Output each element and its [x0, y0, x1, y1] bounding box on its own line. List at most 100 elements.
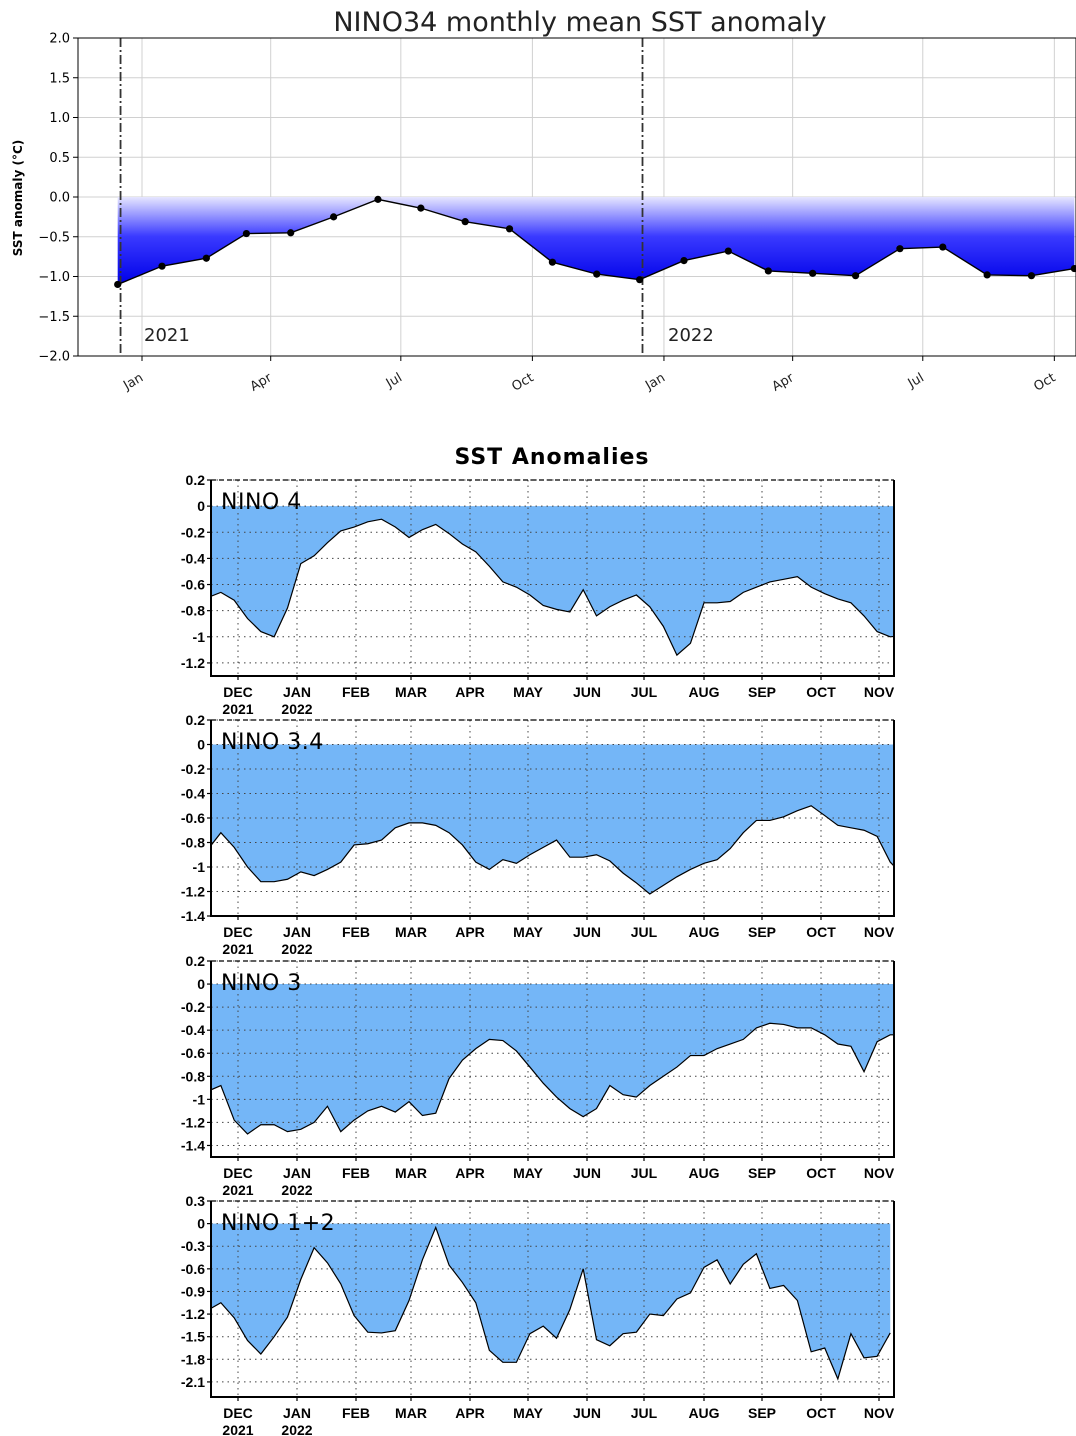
- panel-month-label: SEP: [748, 924, 776, 940]
- panel-month-label: OCT: [806, 1405, 836, 1421]
- top-chart-anomaly-fill: [117, 197, 1075, 285]
- panel-month-label: DEC: [223, 1405, 253, 1421]
- panel-year-label: 2022: [281, 1422, 312, 1436]
- panel-title: NINO 4: [221, 490, 302, 515]
- top-series-point: [374, 195, 382, 203]
- panel-month-label: MAY: [513, 924, 543, 940]
- top-series-point: [636, 276, 644, 284]
- panel-ytick-label: -1.5: [181, 1329, 205, 1345]
- panel-ytick-label: -1.2: [181, 1306, 205, 1322]
- panel-month-label: FEB: [342, 924, 370, 940]
- top-ytick-label: 1.0: [49, 111, 70, 126]
- top-xtick-label: Jan: [642, 370, 668, 394]
- panel-month-label: JUN: [573, 1165, 601, 1181]
- top-xtick-label: Apr: [248, 370, 276, 395]
- panel-year-label: 2021: [222, 1422, 253, 1436]
- panel-ytick-label: -0.6: [181, 810, 205, 826]
- panel-month-label: APR: [455, 924, 485, 940]
- panel-ytick-label: -0.8: [181, 1068, 205, 1084]
- panel-month-label: DEC: [223, 924, 253, 940]
- panel-frame: [210, 961, 895, 1158]
- panel-year-label: 2022: [281, 1182, 312, 1198]
- panel-ytick-label: 0.2: [186, 712, 206, 728]
- panel-month-label: JUN: [573, 924, 601, 940]
- panel-series-line: [211, 1225, 891, 1381]
- top-series-point: [1027, 272, 1036, 280]
- panel-ytick-label: 0.2: [186, 953, 206, 969]
- top-ytick-label: 2.0: [49, 32, 70, 47]
- panel-series-line: [211, 518, 894, 657]
- panel-month-label: MAR: [395, 684, 427, 700]
- top-series-point: [202, 254, 210, 262]
- panel-anomaly-fill: [211, 744, 894, 894]
- panel-title: NINO 1+2: [221, 1211, 335, 1236]
- top-xtick-label: Jul: [905, 370, 927, 391]
- panel-month-label: JAN: [283, 924, 311, 940]
- top-series-point: [593, 270, 601, 278]
- panel-month-label: MAR: [395, 1165, 427, 1181]
- panel-month-label: JUL: [631, 1405, 658, 1421]
- panel-month-label: NOV: [864, 1405, 895, 1421]
- panel-ytick-label: -2.1: [181, 1374, 205, 1390]
- panel-month-label: MAR: [395, 1405, 427, 1421]
- panel-ytick-label: -0.2: [181, 761, 205, 777]
- panel-ytick-label: -1.4: [181, 1137, 205, 1153]
- top-series-point: [548, 258, 557, 266]
- panel-month-label: MAY: [513, 1165, 543, 1181]
- panel-month-label: OCT: [806, 924, 836, 940]
- top-series-point: [1070, 264, 1076, 273]
- panel-series-line: [211, 805, 894, 895]
- panel-month-label: JUN: [573, 1405, 601, 1421]
- panel-month-label: SEP: [748, 1405, 776, 1421]
- panel-month-label: NOV: [864, 924, 895, 940]
- panel-month-label: JUN: [573, 684, 601, 700]
- panel-month-label: AUG: [688, 924, 719, 940]
- top-series-point: [983, 271, 991, 279]
- top-series-point: [724, 247, 732, 255]
- panel-ytick-label: -0.4: [181, 550, 205, 566]
- panel-month-label: NOV: [864, 684, 895, 700]
- panel-ytick-label: 0.2: [186, 472, 206, 488]
- top-series-point: [896, 245, 904, 253]
- panel-ytick-label: -1.2: [181, 655, 205, 671]
- panel-ytick-label: -1.4: [181, 908, 205, 924]
- panel-ytick-label: -0.2: [181, 524, 205, 540]
- panel-year-label: 2021: [222, 941, 253, 957]
- top-series-point: [158, 262, 166, 270]
- panel-nino-4: 0.2 0 -0.2 -0.4 -0.6 -0.8 -1 -1.2 DEC JAN FEB MAR AP…: [181, 472, 895, 717]
- top-xtick-label: Oct: [1031, 370, 1058, 394]
- panel-month-label: AUG: [688, 1165, 719, 1181]
- panel-month-label: OCT: [806, 1165, 836, 1181]
- panel-nino-3: 0.2 0 -0.2 -0.4 -0.6 -0.8 -1 -1.2 -1.4 DEC JAN FEB M…: [181, 953, 895, 1198]
- panel-ytick-label: -0.6: [181, 577, 205, 593]
- panel-month-label: NOV: [864, 1165, 895, 1181]
- panel-month-label: MAR: [395, 924, 427, 940]
- panel-ytick-label: -0.2: [181, 999, 205, 1015]
- top-chart-series: [114, 195, 1076, 289]
- panel-month-label: MAY: [513, 1405, 543, 1421]
- panel-ytick-label: 0.3: [186, 1193, 206, 1209]
- panel-month-label: JAN: [283, 684, 311, 700]
- top-ytick-label: −2.0: [38, 350, 70, 365]
- top-series-point: [680, 257, 688, 265]
- panel-month-label: AUG: [688, 1405, 719, 1421]
- panel-ytick-label: -0.4: [181, 1022, 205, 1038]
- top-ytick-label: 1.5: [49, 71, 70, 86]
- panel-ytick-label: -1.2: [181, 1114, 205, 1130]
- top-chart-title: NINO34 monthly mean SST anomaly: [333, 7, 826, 38]
- panel-ytick-label: -0.6: [181, 1045, 205, 1061]
- panel-month-label: MAY: [513, 684, 543, 700]
- year-label-2022: 2022: [668, 325, 714, 346]
- top-series-point: [851, 272, 860, 280]
- panel-title: NINO 3.4: [221, 730, 324, 755]
- panel-title: NINO 3: [221, 971, 302, 996]
- top-series-point: [287, 229, 295, 237]
- panel-anomaly-fill: [211, 984, 894, 1134]
- panel-month-label: APR: [455, 684, 485, 700]
- panel-month-label: DEC: [223, 684, 253, 700]
- bottom-chart-title: SST Anomalies: [454, 445, 649, 470]
- panel-ytick-label: -1: [193, 1091, 206, 1107]
- top-ytick-label: 0.0: [49, 191, 70, 206]
- top-chart-y-axis-label: SST anomaly (°C): [11, 140, 25, 256]
- top-series-point: [939, 243, 947, 251]
